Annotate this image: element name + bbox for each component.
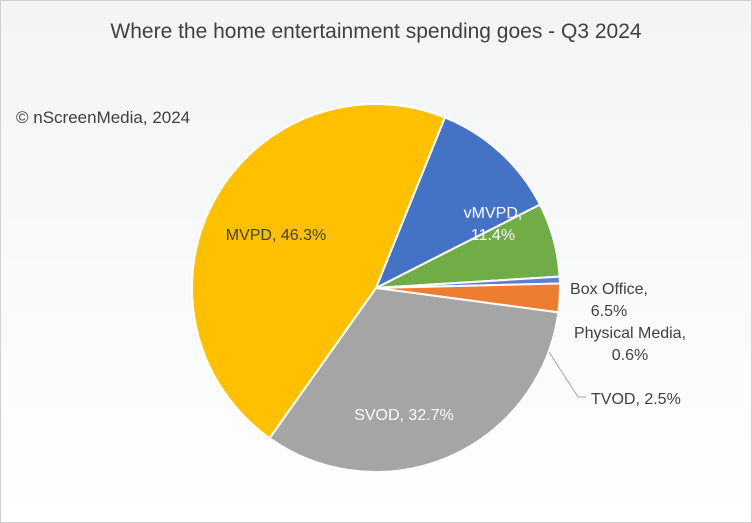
pie-slice-mvpd — [191, 103, 447, 440]
chart-title: Where the home entertainment spending go… — [110, 20, 642, 43]
pie-slice-vmvpd — [374, 116, 542, 291]
data-label-mvpd: MVPD, 46.3% — [226, 227, 326, 244]
data-label-tvod: TVOD, 2.5% — [591, 391, 681, 408]
data-label-vmvpd: vMVPD, 11.4% — [464, 205, 523, 244]
data-label-svod: SVOD, 32.7% — [354, 407, 454, 424]
leader-line-tvod — [548, 351, 586, 398]
pie-slice-svod — [268, 286, 560, 473]
copyright-annotation: © nScreenMedia, 2024 — [16, 108, 191, 127]
data-label-box-office: Box Office, 6.5% — [570, 281, 648, 320]
data-label-physical-media: Physical Media, 0.6% — [574, 325, 686, 364]
